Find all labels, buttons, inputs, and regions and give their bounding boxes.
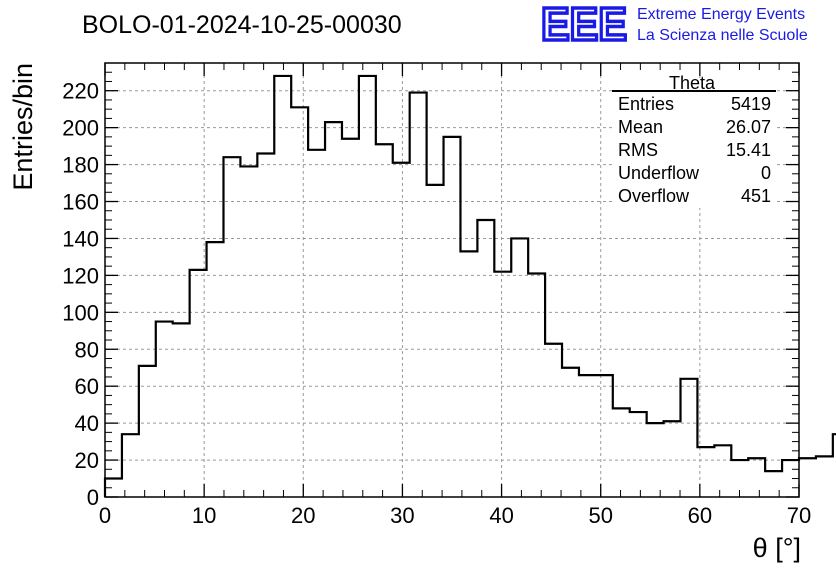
- stats-rows: Entries 5419 Mean 26.07 RMS 15.41 Underflow 0 Ov…: [618, 94, 771, 206]
- x-tick-label: 20: [291, 503, 315, 528]
- histogram-bin: [122, 434, 139, 497]
- histogram-bin: [697, 447, 714, 497]
- histogram-bin: [410, 93, 427, 497]
- y-tick-label: 0: [87, 485, 99, 510]
- histogram-bin: [477, 220, 494, 497]
- chart-title: BOLO-01-2024-10-25-00030: [82, 11, 402, 39]
- histogram-bin: [173, 323, 190, 497]
- histogram-bin: [494, 272, 511, 497]
- axis-ticks: [104, 62, 800, 498]
- histogram-bin: [714, 445, 731, 497]
- plot-frame: [104, 62, 800, 498]
- x-tick-label: 30: [390, 503, 414, 528]
- histogram-bin: [664, 421, 681, 497]
- eee-logo-mark: EEE: [541, 0, 627, 50]
- y-tick-label: 40: [75, 411, 99, 436]
- histogram-bin: [596, 375, 613, 497]
- y-tick-label: 200: [62, 116, 99, 141]
- y-tick-label: 120: [62, 263, 99, 288]
- histogram-bin: [207, 242, 224, 497]
- histogram-bin: [325, 122, 342, 497]
- stats-row-label: Overflow: [618, 186, 690, 206]
- stats-box-background: [612, 80, 776, 208]
- histogram-bin: [190, 270, 207, 497]
- x-tick-label: 40: [489, 503, 513, 528]
- histogram-bin: [579, 375, 596, 497]
- x-tick-label: 70: [787, 503, 811, 528]
- x-tick-label: 0: [99, 503, 111, 528]
- y-tick-label: 140: [62, 226, 99, 251]
- y-tick-label: 80: [75, 337, 99, 362]
- stats-row-label: Entries: [618, 94, 674, 114]
- histogram-bin: [139, 366, 156, 497]
- histogram-bin: [630, 412, 647, 497]
- histogram-bin: [393, 163, 410, 497]
- histogram-bin: [647, 423, 664, 497]
- histogram-bin: [105, 479, 122, 497]
- histogram-bin: [376, 144, 393, 497]
- histogram-bin: [444, 137, 461, 497]
- histogram-bin: [528, 274, 545, 497]
- histogram-bin: [816, 456, 833, 497]
- histogram-bin: [799, 458, 816, 497]
- y-axis-label: Entries/bin: [8, 63, 38, 191]
- stats-row-label: Mean: [618, 117, 663, 137]
- histogram-bin: [731, 460, 748, 497]
- histogram-bin: [257, 153, 274, 497]
- stats-row-value: 26.07: [726, 117, 771, 137]
- stats-row-label: RMS: [618, 140, 658, 160]
- y-tick-label: 180: [62, 153, 99, 178]
- histogram-bin: [274, 76, 291, 497]
- histogram-bin: [782, 460, 799, 497]
- histogram-bin: [359, 76, 376, 497]
- histogram-bin: [342, 139, 359, 497]
- histogram-outline: [103, 74, 836, 497]
- y-tick-label: 100: [62, 300, 99, 325]
- histogram-bin: [681, 379, 698, 497]
- x-tick-labels: 0 10 20 30 40 50 60 70: [99, 503, 811, 528]
- histogram-bin: [460, 251, 477, 497]
- histogram-bin: [291, 107, 308, 497]
- stats-row-label: Underflow: [618, 163, 700, 183]
- logo-line-2: La Scienza nelle Scuole: [637, 27, 808, 44]
- histogram-bin: [511, 238, 528, 497]
- y-tick-label: 60: [75, 374, 99, 399]
- y-tick-label: 220: [62, 79, 99, 104]
- x-tick-label: 50: [588, 503, 612, 528]
- stats-row-value: 15.41: [726, 140, 771, 160]
- stats-box: Theta Entries 5419 Mean 26.07 RMS 15.41 Underf…: [612, 73, 776, 208]
- histogram-bin: [765, 471, 782, 497]
- logo-line-1: Extreme Energy Events: [637, 6, 805, 23]
- histogram-bin: [223, 157, 240, 497]
- x-axis-label: θ [°]: [753, 533, 801, 563]
- histogram-bin: [748, 458, 765, 497]
- histogram-bin: [562, 368, 579, 497]
- histogram-bin: [240, 166, 257, 497]
- stats-row-value: 451: [741, 186, 771, 206]
- y-tick-label: 20: [75, 448, 99, 473]
- histogram-bin: [427, 185, 444, 497]
- x-tick-label: 10: [192, 503, 216, 528]
- stats-title: Theta: [669, 73, 716, 93]
- histogram-bin: [545, 344, 562, 497]
- x-tick-label: 60: [688, 503, 712, 528]
- histogram-bin: [613, 408, 630, 497]
- y-tick-label: 160: [62, 190, 99, 215]
- histogram-bin: [308, 150, 325, 497]
- stats-row-value: 5419: [731, 94, 771, 114]
- stats-row-value: 0: [761, 163, 771, 183]
- y-tick-labels: 0 20 40 60 80 100 120 140 160 180 200 220: [62, 79, 99, 510]
- histogram-bin: [156, 322, 173, 497]
